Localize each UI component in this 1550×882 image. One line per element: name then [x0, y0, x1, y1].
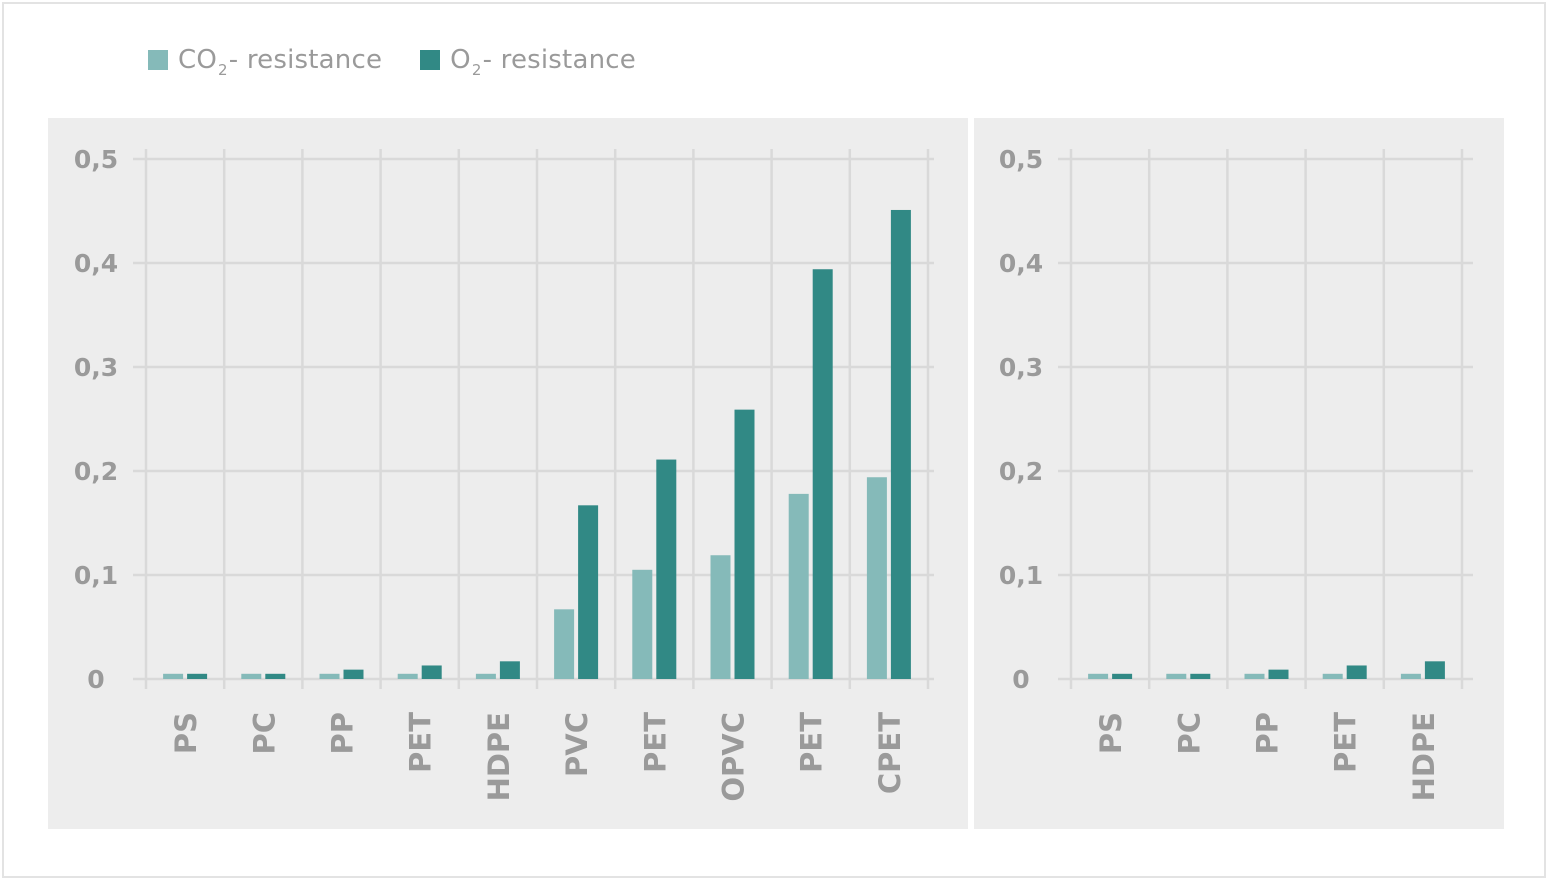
chart2-bar-o2 [1268, 669, 1289, 679]
chart1-bar-o2 [734, 409, 755, 679]
chart1-category-label: PET [795, 712, 829, 773]
legend-item-co2: CO 2- resistance [148, 45, 383, 79]
chart2-bar-o2 [1190, 673, 1211, 679]
chart1-ytick-label: 0,3 [74, 353, 118, 382]
chart2-ytick-label: 0,3 [999, 353, 1043, 382]
chart1-bar-o2 [187, 673, 208, 679]
chart1-bar-co2 [554, 609, 575, 679]
chart1-category-label: PET [638, 712, 672, 773]
chart1-bar-co2 [866, 477, 887, 679]
chart1-bar-co2 [788, 493, 809, 679]
chart1-ytick-label: 0,1 [74, 561, 118, 590]
chart1-bar-co2 [319, 673, 340, 679]
chart1-ytick-label: 0,2 [74, 457, 118, 486]
chart2-bar-co2 [1244, 673, 1265, 679]
chart2-bar-co2 [1322, 673, 1343, 679]
chart1-bar-co2 [163, 673, 184, 679]
chart1-ytick-label: 0 [87, 665, 104, 694]
chart1-bar-co2 [710, 555, 731, 679]
chart1-bar-o2 [265, 673, 286, 679]
chart2-ytick-label: 0,1 [999, 561, 1043, 590]
chart1-category-label: PC [247, 712, 281, 755]
chart1-bar-co2 [397, 673, 418, 679]
chart1-category-label: CPET [873, 712, 907, 794]
chart1-bar-o2 [812, 269, 833, 679]
chart1-category-label: OPVC [717, 712, 751, 802]
chart1-category-label: PS [169, 712, 203, 754]
chart2-bar-o2 [1112, 673, 1133, 679]
chart2-ytick-label: 0 [1012, 665, 1029, 694]
chart1-bar-o2 [656, 459, 677, 679]
chart2-bar-o2 [1424, 661, 1445, 679]
chart1-bar-o2 [499, 661, 520, 679]
legend-label-co2: CO 2- resistance [178, 45, 383, 79]
chart2-category-label: PET [1329, 712, 1363, 773]
chart2-ytick-label: 0,5 [999, 145, 1043, 174]
chart2-panel [974, 118, 1504, 829]
chart2-category-label: PC [1172, 712, 1206, 755]
chart2-category-label: PP [1251, 712, 1285, 755]
chart1-category-label: PP [326, 712, 360, 755]
legend-swatch-co2 [148, 50, 168, 70]
chart1-bar-co2 [241, 673, 262, 679]
chart1-category-label: PET [404, 712, 438, 773]
chart1-bar-o2 [890, 209, 911, 679]
chart2-bar-co2 [1088, 673, 1109, 679]
legend-swatch-o2 [420, 50, 441, 70]
chart2-bar-o2 [1346, 665, 1367, 679]
chart1-bar-o2 [578, 505, 599, 679]
chart1-category-label: PVC [560, 712, 594, 777]
chart1-category-label: HDPE [482, 712, 516, 801]
chart1-bar-o2 [421, 665, 442, 679]
chart2-category-label: PS [1094, 712, 1128, 754]
chart2-ytick-label: 0,2 [999, 457, 1043, 486]
chart1-ytick-label: 0,4 [74, 249, 118, 278]
chart1-bar-co2 [632, 569, 653, 679]
chart2-bar-co2 [1400, 673, 1421, 679]
chart2-bar-co2 [1166, 673, 1187, 679]
chart1-bar-o2 [343, 669, 364, 679]
chart1-bar-co2 [475, 673, 496, 679]
chart2-ytick-label: 0,4 [999, 249, 1043, 278]
chart1-ytick-label: 0,5 [74, 145, 118, 174]
chart2-category-label: HDPE [1407, 712, 1441, 801]
